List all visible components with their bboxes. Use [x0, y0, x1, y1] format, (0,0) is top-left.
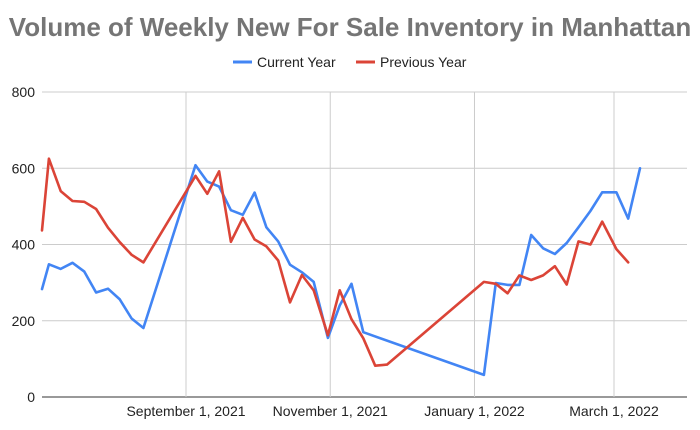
- y-tick-label: 200: [12, 313, 36, 329]
- y-tick-label: 0: [27, 389, 35, 405]
- series-line-previous-year: [40, 157, 630, 368]
- x-axis-ticks: September 1, 2021 November 1, 2021 January…: [126, 403, 659, 419]
- series-line-current-year: [40, 163, 642, 377]
- y-tick-label: 400: [12, 237, 36, 253]
- x-tick-label: January 1, 2022: [424, 403, 525, 419]
- x-tick-label: November 1, 2021: [273, 403, 388, 419]
- x-tick-label: March 1, 2022: [569, 403, 659, 419]
- y-axis-ticks: 0 200 400 600 800: [12, 84, 36, 405]
- legend-label-current: Current Year: [257, 54, 336, 70]
- y-tick-label: 600: [12, 160, 36, 176]
- y-tick-label: 800: [12, 84, 36, 100]
- chart-title: Volume of Weekly New For Sale Inventory …: [9, 12, 691, 42]
- grid: [42, 91, 687, 398]
- x-tick-label: September 1, 2021: [126, 403, 245, 419]
- legend-label-previous: Previous Year: [380, 54, 467, 70]
- legend: Current Year Previous Year: [233, 54, 467, 70]
- series-lines: [40, 157, 642, 377]
